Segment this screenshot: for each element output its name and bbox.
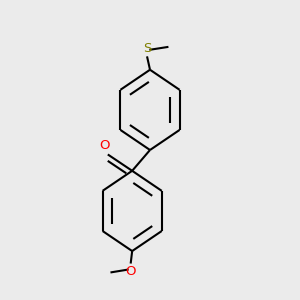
Text: S: S [143, 42, 151, 55]
Text: O: O [125, 265, 136, 278]
Text: O: O [100, 139, 110, 152]
